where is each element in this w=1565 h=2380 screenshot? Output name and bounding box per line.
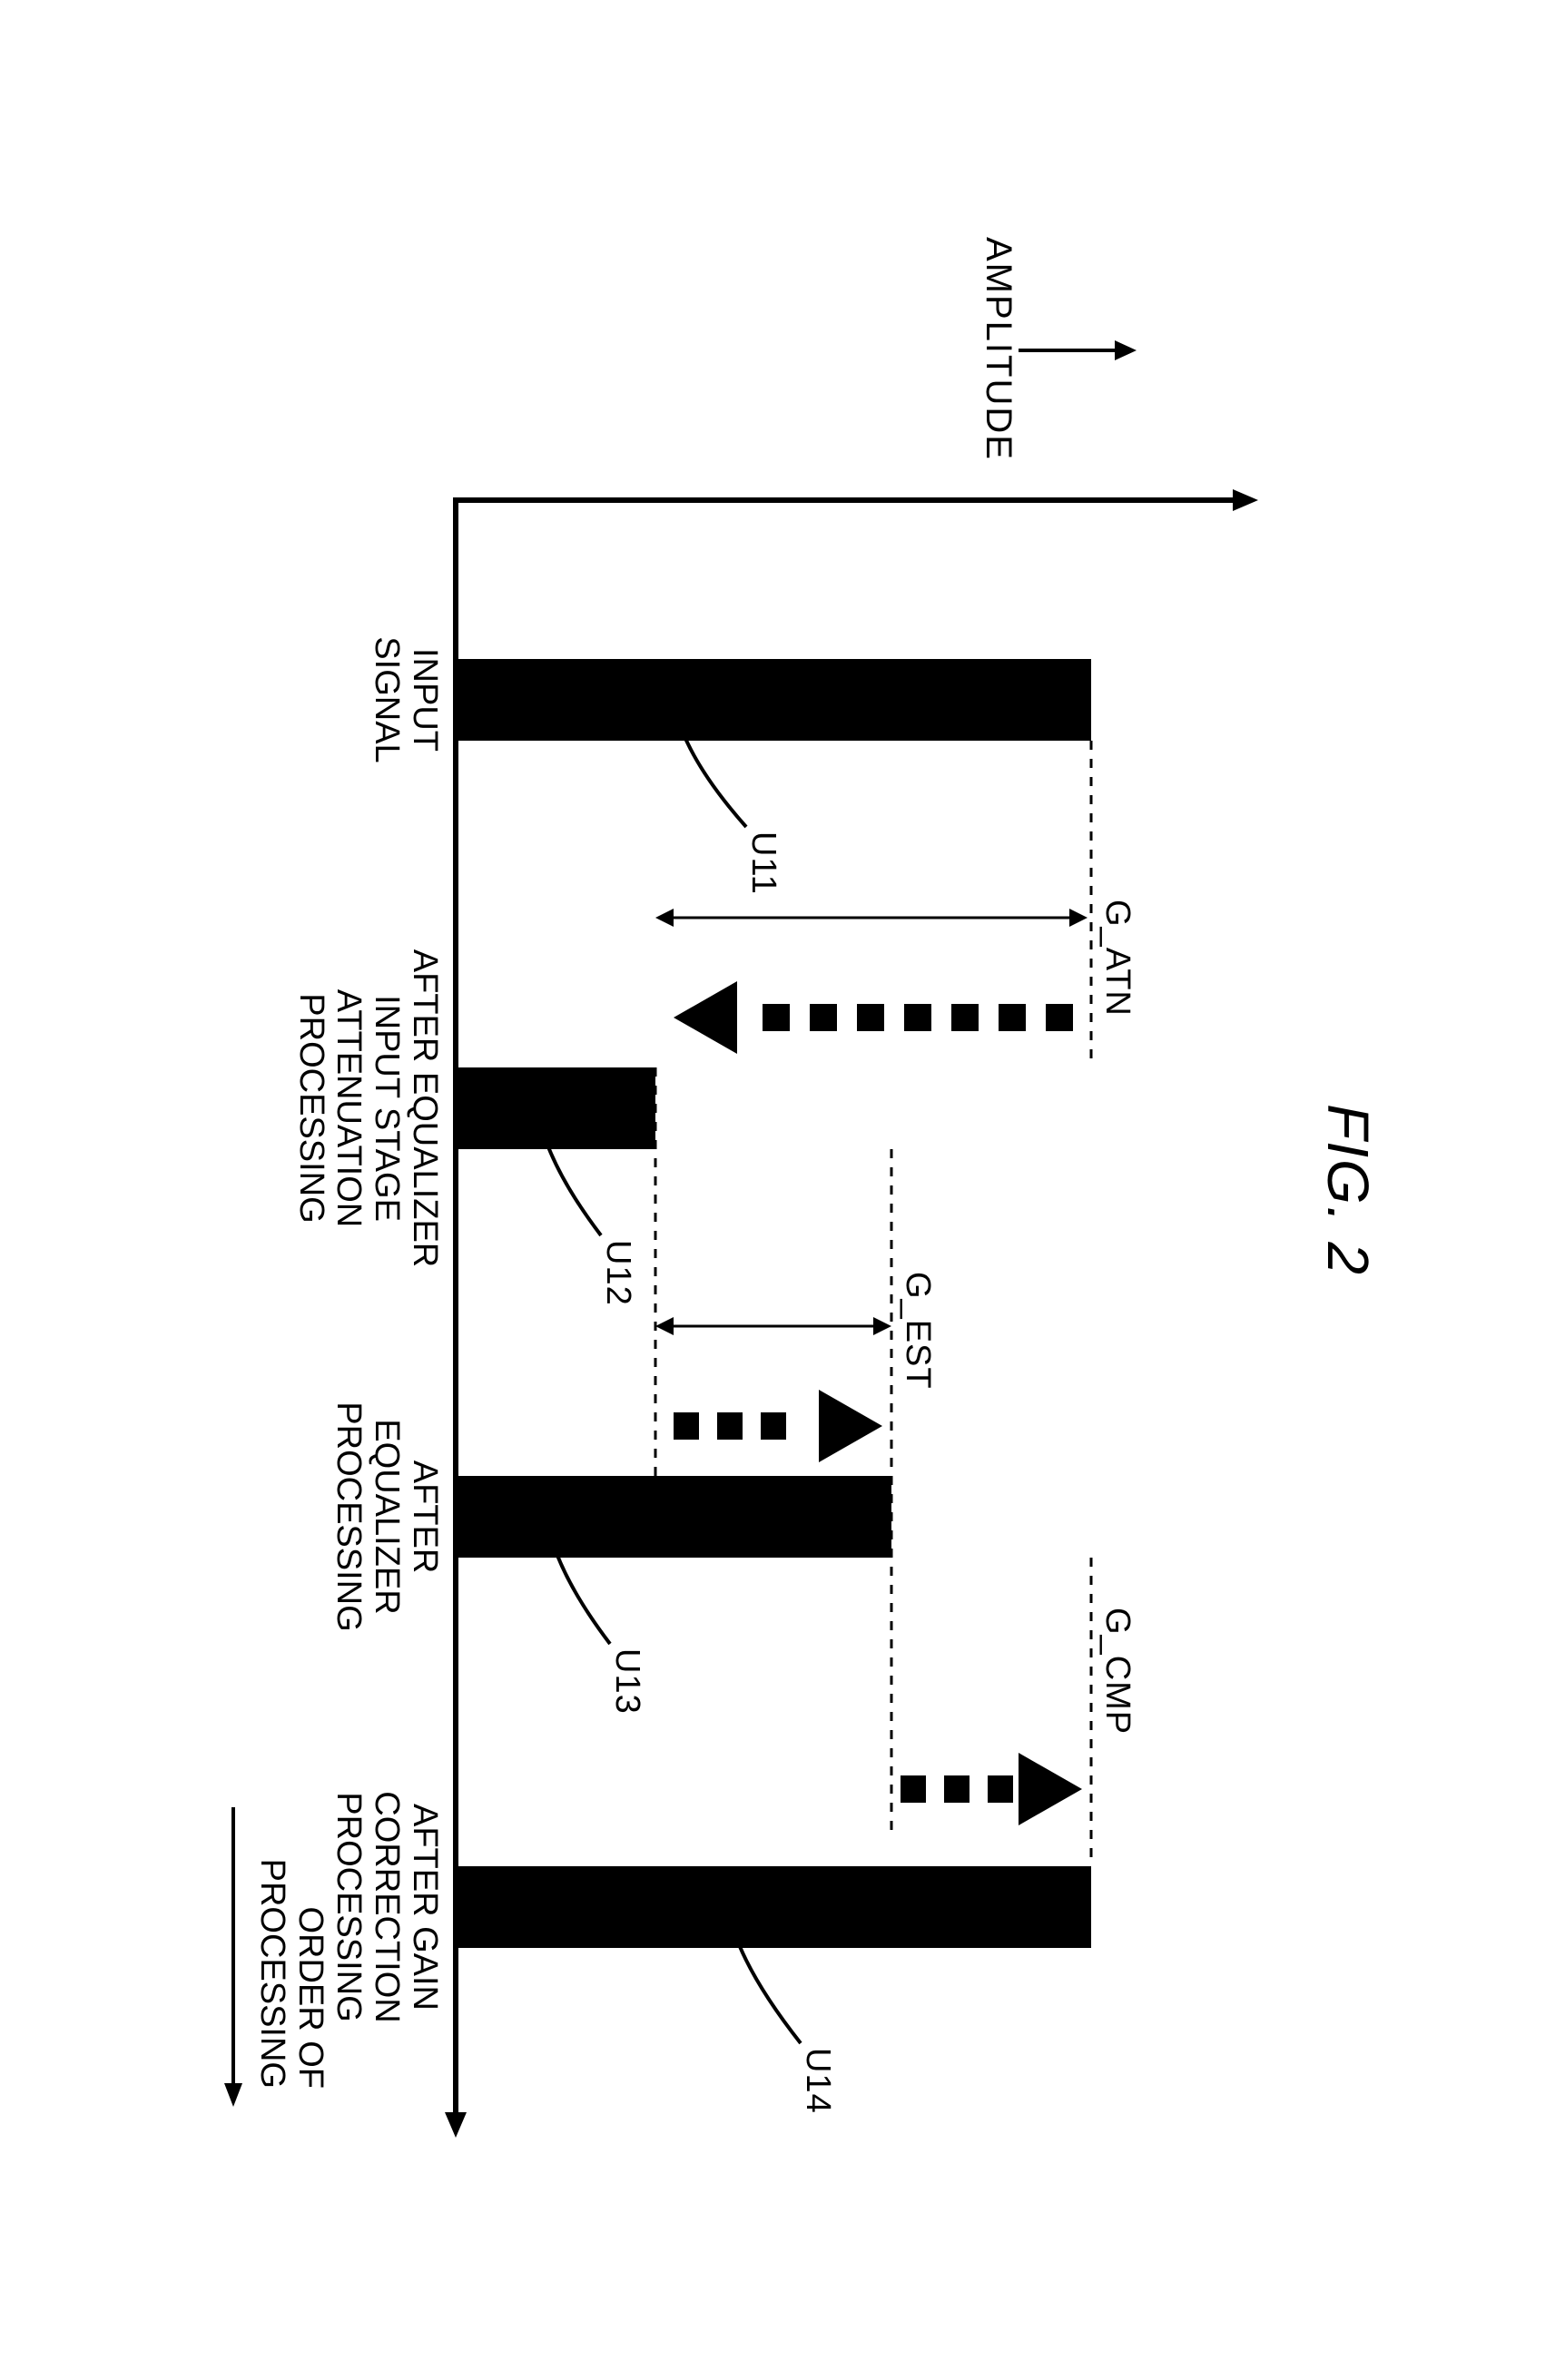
diagram: FIG. 2 AMPLITUDE G_ATN G_EST G_CMP — [147, 192, 1418, 2188]
callout-u11: U11 — [743, 831, 782, 895]
rotated-canvas: FIG. 2 AMPLITUDE G_ATN G_EST G_CMP — [147, 192, 1418, 2188]
callout-u13: U13 — [607, 1648, 646, 1715]
x-label-u13: AFTER EQUALIZER PROCESSING — [330, 1335, 443, 1698]
callout-u14: U14 — [798, 2048, 837, 2114]
order-arrow-icon — [220, 1807, 247, 2107]
order-label: ORDER OF PROCESSING — [252, 1825, 329, 2089]
x-label-u11: INPUT SIGNAL — [367, 518, 443, 881]
callout-u12: U12 — [598, 1240, 637, 1306]
page: FIG. 2 AMPLITUDE G_ATN G_EST G_CMP — [0, 0, 1565, 2380]
x-label-u12: AFTER EQUALIZER INPUT STAGE ATTENUATION … — [291, 927, 443, 1290]
x-label-u14: AFTER GAIN CORRECTION PROCESSING — [330, 1726, 443, 2089]
